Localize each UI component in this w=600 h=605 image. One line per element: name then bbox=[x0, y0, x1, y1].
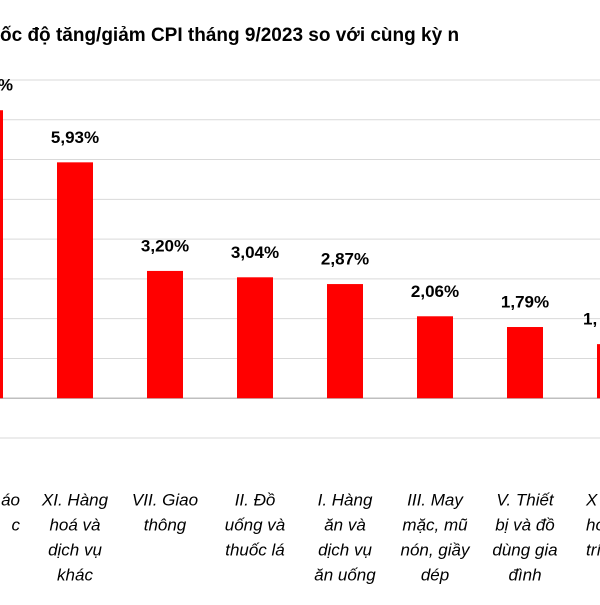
x-tick-label: XI. Hàng bbox=[41, 490, 109, 509]
bar bbox=[57, 162, 93, 399]
x-tick-label: trí bbox=[586, 540, 600, 559]
x-tick-label: c bbox=[12, 515, 21, 534]
x-tick-label: thông bbox=[144, 515, 187, 534]
x-tick-label: hoá bbox=[586, 515, 600, 534]
x-tick-label: khác bbox=[57, 565, 93, 584]
value-label: 2,06% bbox=[411, 282, 459, 301]
bar bbox=[417, 316, 453, 399]
bar bbox=[147, 270, 183, 399]
bar bbox=[237, 277, 273, 399]
x-tick-label: I. Hàng bbox=[318, 490, 373, 509]
x-tick-label: X bbox=[585, 490, 598, 509]
x-tick-label: dùng gia bbox=[492, 540, 557, 559]
value-label: % bbox=[0, 76, 13, 95]
x-tick-label: dép bbox=[421, 565, 449, 584]
x-tick-label: áo bbox=[1, 490, 20, 509]
x-tick-label: dịch vụ bbox=[318, 540, 372, 559]
x-tick-label: II. Đồ bbox=[235, 490, 276, 509]
x-tick-label: III. May bbox=[407, 490, 464, 509]
value-label: 1, bbox=[583, 310, 597, 329]
x-tick-label: đình bbox=[508, 565, 541, 584]
bar bbox=[327, 284, 363, 399]
x-tick-label: hoá và bbox=[49, 515, 100, 534]
value-label: 5,93% bbox=[51, 128, 99, 147]
x-tick-label: V. Thiết bbox=[496, 490, 555, 509]
value-label: 3,04% bbox=[231, 243, 279, 262]
x-tick-label: ăn và bbox=[324, 515, 366, 534]
chart-title: ốc độ tăng/giảm CPI tháng 9/2023 so với … bbox=[0, 25, 459, 46]
x-tick-label: thuốc lá bbox=[225, 540, 285, 559]
value-label: 1,79% bbox=[501, 293, 549, 312]
bar bbox=[507, 327, 543, 399]
x-tick-label: ăn uống bbox=[314, 565, 376, 584]
bar bbox=[597, 344, 600, 399]
x-tick-label: uống và bbox=[225, 515, 286, 534]
value-label: 3,20% bbox=[141, 236, 189, 255]
x-tick-label: dịch vụ bbox=[48, 540, 102, 559]
x-tick-label: VII. Giao bbox=[132, 490, 198, 509]
value-label: 2,87% bbox=[321, 250, 369, 269]
bar bbox=[0, 110, 3, 399]
x-tick-label: mặc, mũ bbox=[402, 515, 468, 534]
x-tick-label: bị và đồ bbox=[495, 515, 555, 534]
x-tick-label: nón, giầy bbox=[401, 540, 471, 559]
